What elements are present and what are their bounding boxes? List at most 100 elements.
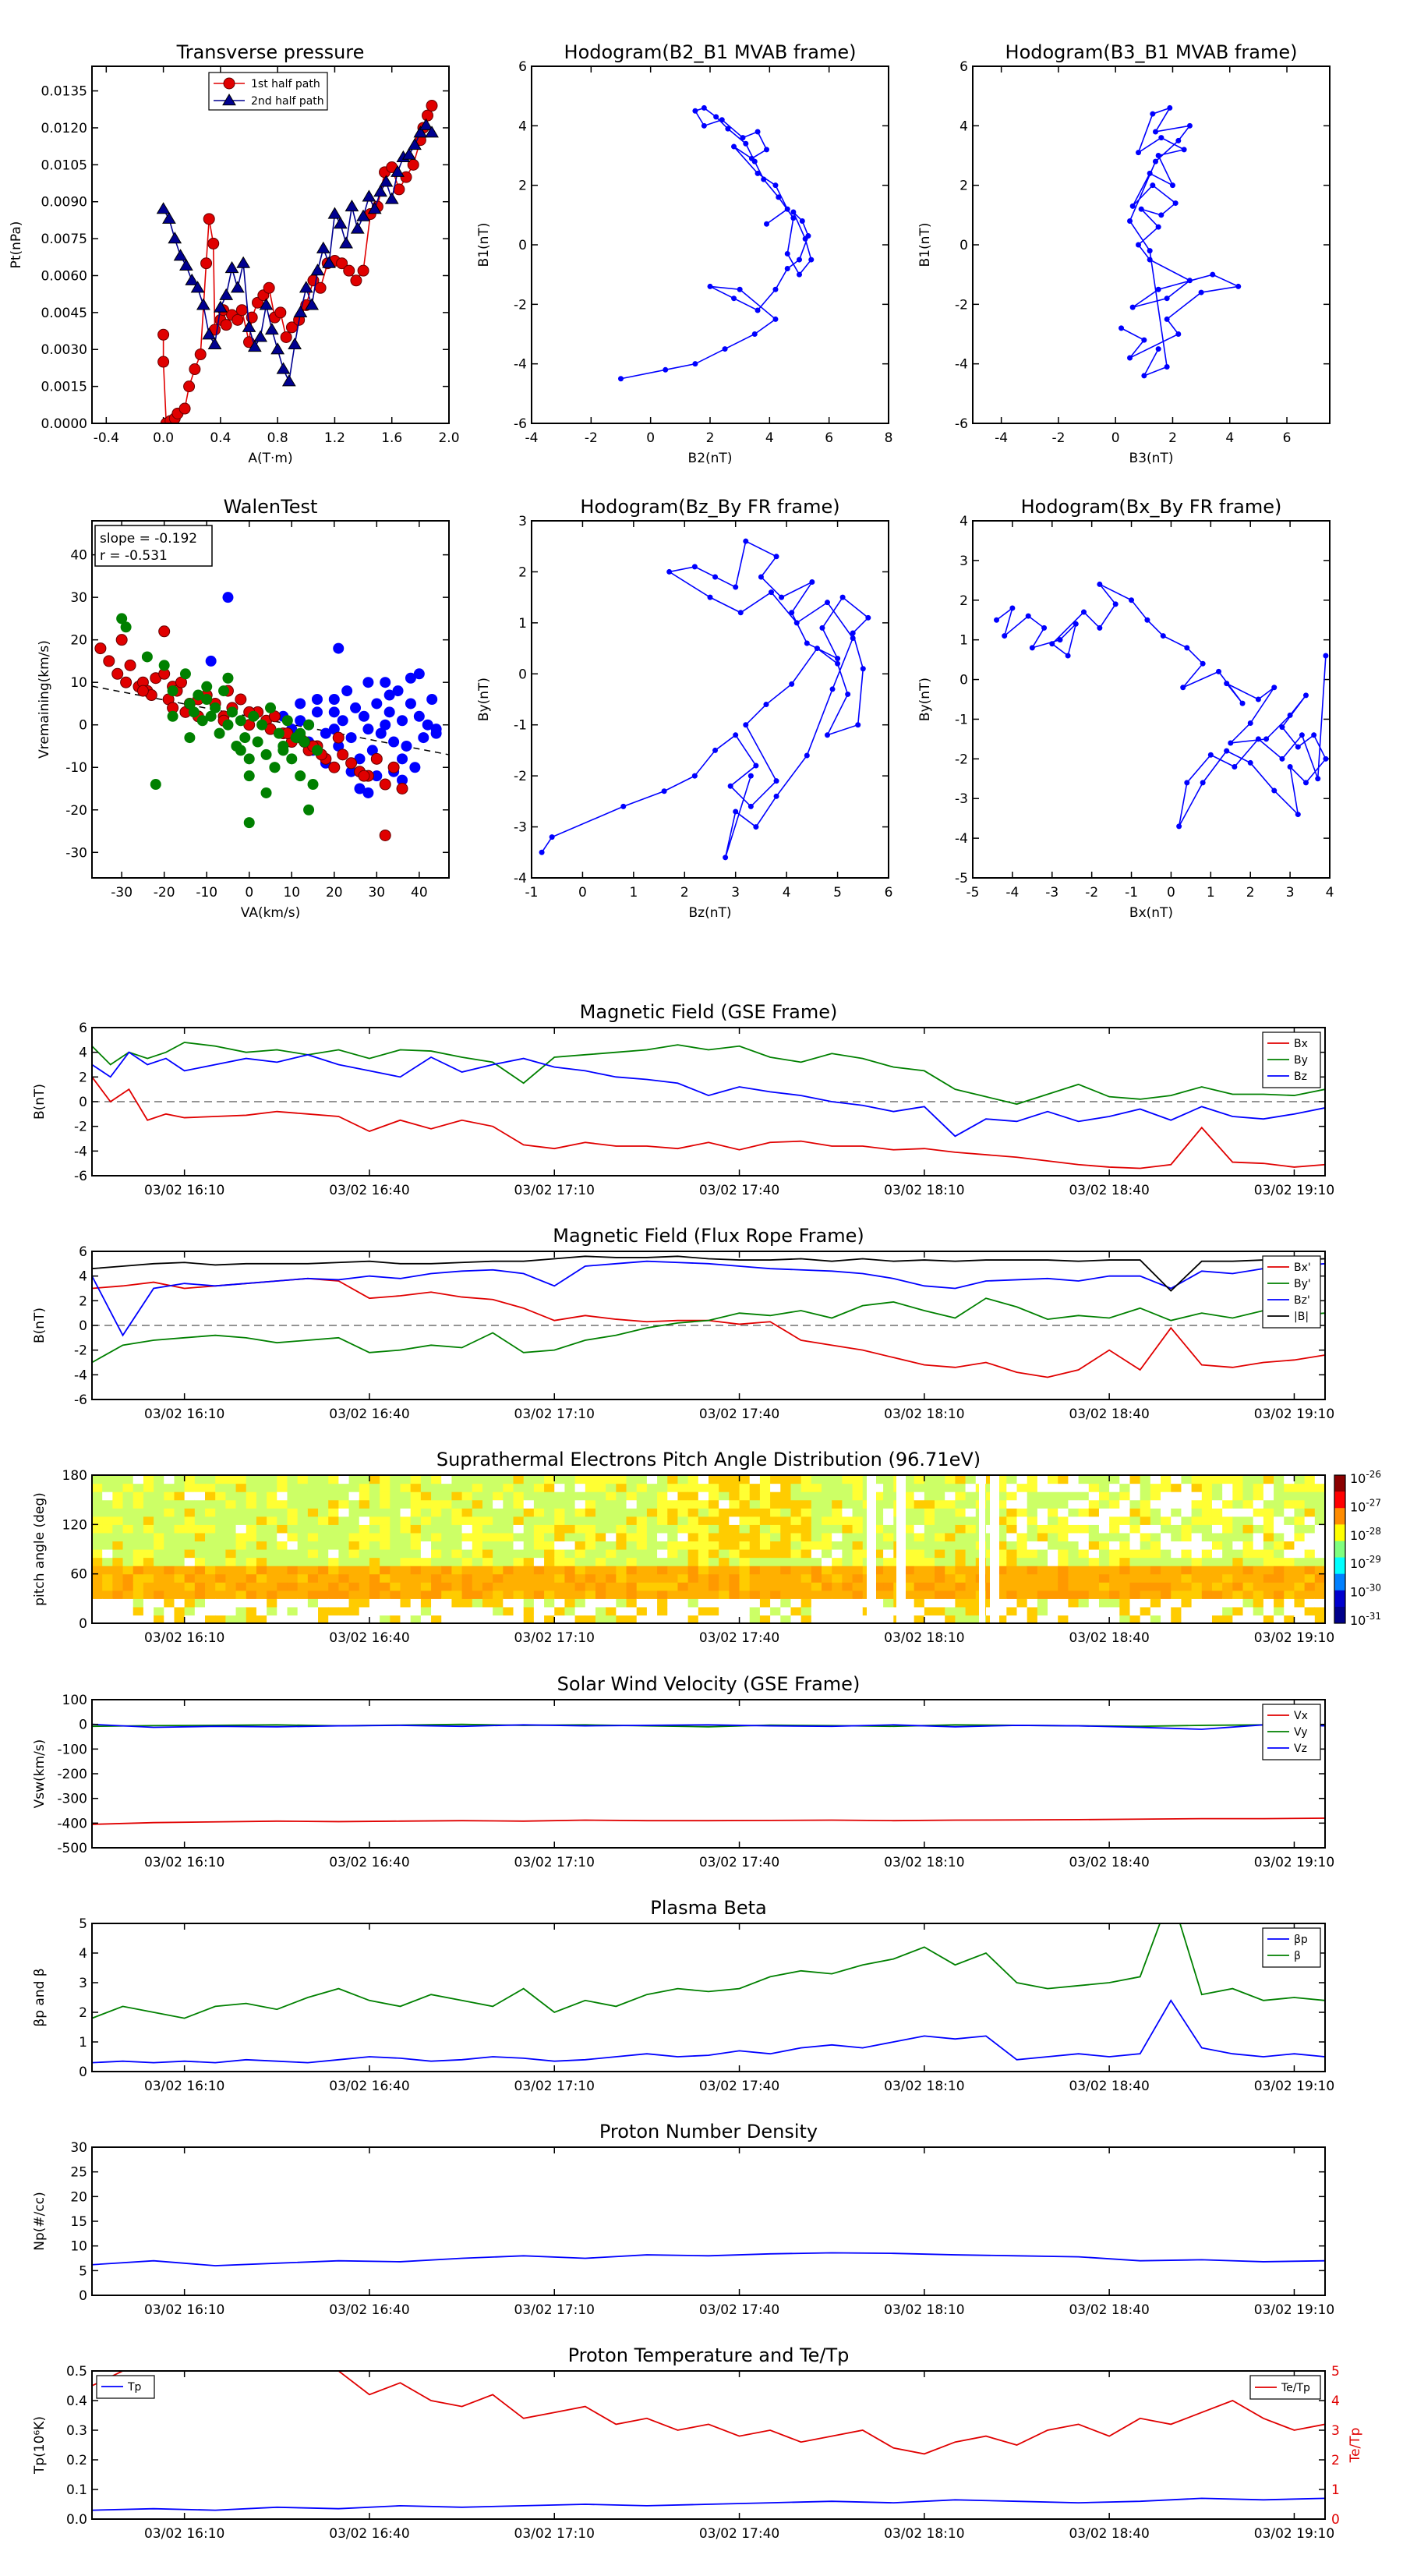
heatmap-cell [225,1524,237,1534]
heatmap-cell [277,1557,288,1566]
heatmap-cell [780,1615,792,1623]
heatmap-cell [1284,1549,1295,1559]
y-tick-label: 0 [79,1616,87,1632]
heatmap-cell [205,1483,216,1492]
heatmap-cell [297,1508,309,1517]
heatmap-cell [164,1573,175,1583]
heatmap-cell [914,1483,925,1492]
heatmap-cell [431,1541,442,1550]
heatmap-cell [965,1549,977,1559]
heatmap-cell [616,1475,627,1484]
heatmap-cell [235,1516,247,1525]
heatmap-cell [657,1483,668,1492]
heatmap-cell [1027,1532,1038,1542]
heatmap-cell [359,1483,370,1492]
heatmap-cell [564,1483,576,1492]
heatmap-cell [945,1557,956,1566]
heatmap-cell [1181,1557,1193,1566]
heatmap-cell [872,1475,884,1484]
heatmap-cell [451,1582,463,1591]
heatmap-cell [1274,1491,1285,1501]
heatmap-cell [657,1475,668,1484]
heatmap-cell [657,1541,668,1550]
heatmap-cell [1048,1557,1058,1566]
heatmap-cell [431,1483,442,1492]
y-tick-label: 0 [518,667,527,682]
heatmap-cell [441,1590,453,1599]
heatmap-cell [235,1541,247,1550]
heatmap-cell [698,1524,709,1534]
heatmap-cell [822,1475,832,1484]
heatmap-cell [698,1483,709,1492]
heatmap-cell [133,1590,144,1599]
heatmap-cell [719,1516,730,1525]
heatmap-cell [770,1499,781,1509]
heatmap-cell [780,1573,792,1583]
heatmap-cell [451,1615,463,1623]
heatmap-cell [749,1541,761,1550]
heatmap-cell [687,1508,699,1517]
heatmap-cell [503,1499,514,1509]
heatmap-cell [1078,1483,1090,1492]
heatmap-cell [297,1606,309,1616]
heatmap-cell [122,1508,134,1517]
heatmap-cell [1242,1549,1254,1559]
heatmap-cell [667,1549,679,1559]
heatmap-cell [246,1566,257,1575]
heatmap-cell [1048,1475,1058,1484]
heatmap-cell [955,1615,967,1623]
heatmap-cell [1048,1615,1058,1623]
data-gap [867,1475,876,1623]
heatmap-cell [770,1541,781,1550]
series-line-β [92,1923,1325,2019]
heatmap-cell [1088,1483,1100,1492]
heatmap-cell [246,1598,257,1608]
y-tick-label: 180 [62,1468,87,1484]
heatmap-cell [687,1532,699,1542]
data-point [299,281,313,293]
heatmap-cell [872,1598,884,1608]
heatmap-cell [595,1475,606,1484]
data-point [1184,780,1190,786]
data-point [303,804,315,816]
heatmap-cell [410,1615,422,1623]
annotation-text: slope = -0.192 [100,531,197,547]
heatmap-cell [1161,1557,1172,1566]
x-tick-label: 0 [245,885,253,901]
heatmap-cell [451,1590,463,1599]
heatmap-cell [533,1516,545,1525]
heatmap-cell [143,1573,154,1583]
heatmap-cell [1119,1582,1131,1591]
heatmap-cell [667,1606,679,1616]
heatmap-cell [914,1516,925,1525]
data-point [224,261,239,274]
heatmap-cell [1171,1549,1182,1559]
heatmap-cell [677,1598,689,1608]
heatmap-cell [112,1582,124,1591]
heatmap-cell [328,1524,339,1534]
data-point [418,732,429,744]
heatmap-cell [1294,1524,1306,1534]
heatmap-cell [431,1573,442,1583]
heatmap-cell [122,1524,134,1534]
heatmap-cell [955,1541,967,1550]
heatmap-cell [729,1499,740,1509]
heatmap-cell [267,1549,277,1559]
heatmap-cell [1068,1606,1080,1616]
heatmap-cell [1098,1606,1110,1616]
heatmap-cell [359,1590,370,1599]
heatmap-cell [1263,1475,1274,1484]
heatmap-cell [277,1615,288,1623]
heatmap-cell [595,1499,606,1509]
heatmap-cell [872,1606,884,1616]
heatmap-cell [1171,1590,1182,1599]
heatmap-cell [811,1615,822,1623]
heatmap-cell [1161,1516,1172,1525]
heatmap-cell [606,1524,617,1534]
heatmap-cell [1191,1590,1203,1599]
legend-label: 1st half path [251,78,320,90]
heatmap-cell [606,1615,617,1623]
heatmap-cell [1304,1582,1316,1591]
heatmap-cell [235,1573,247,1583]
